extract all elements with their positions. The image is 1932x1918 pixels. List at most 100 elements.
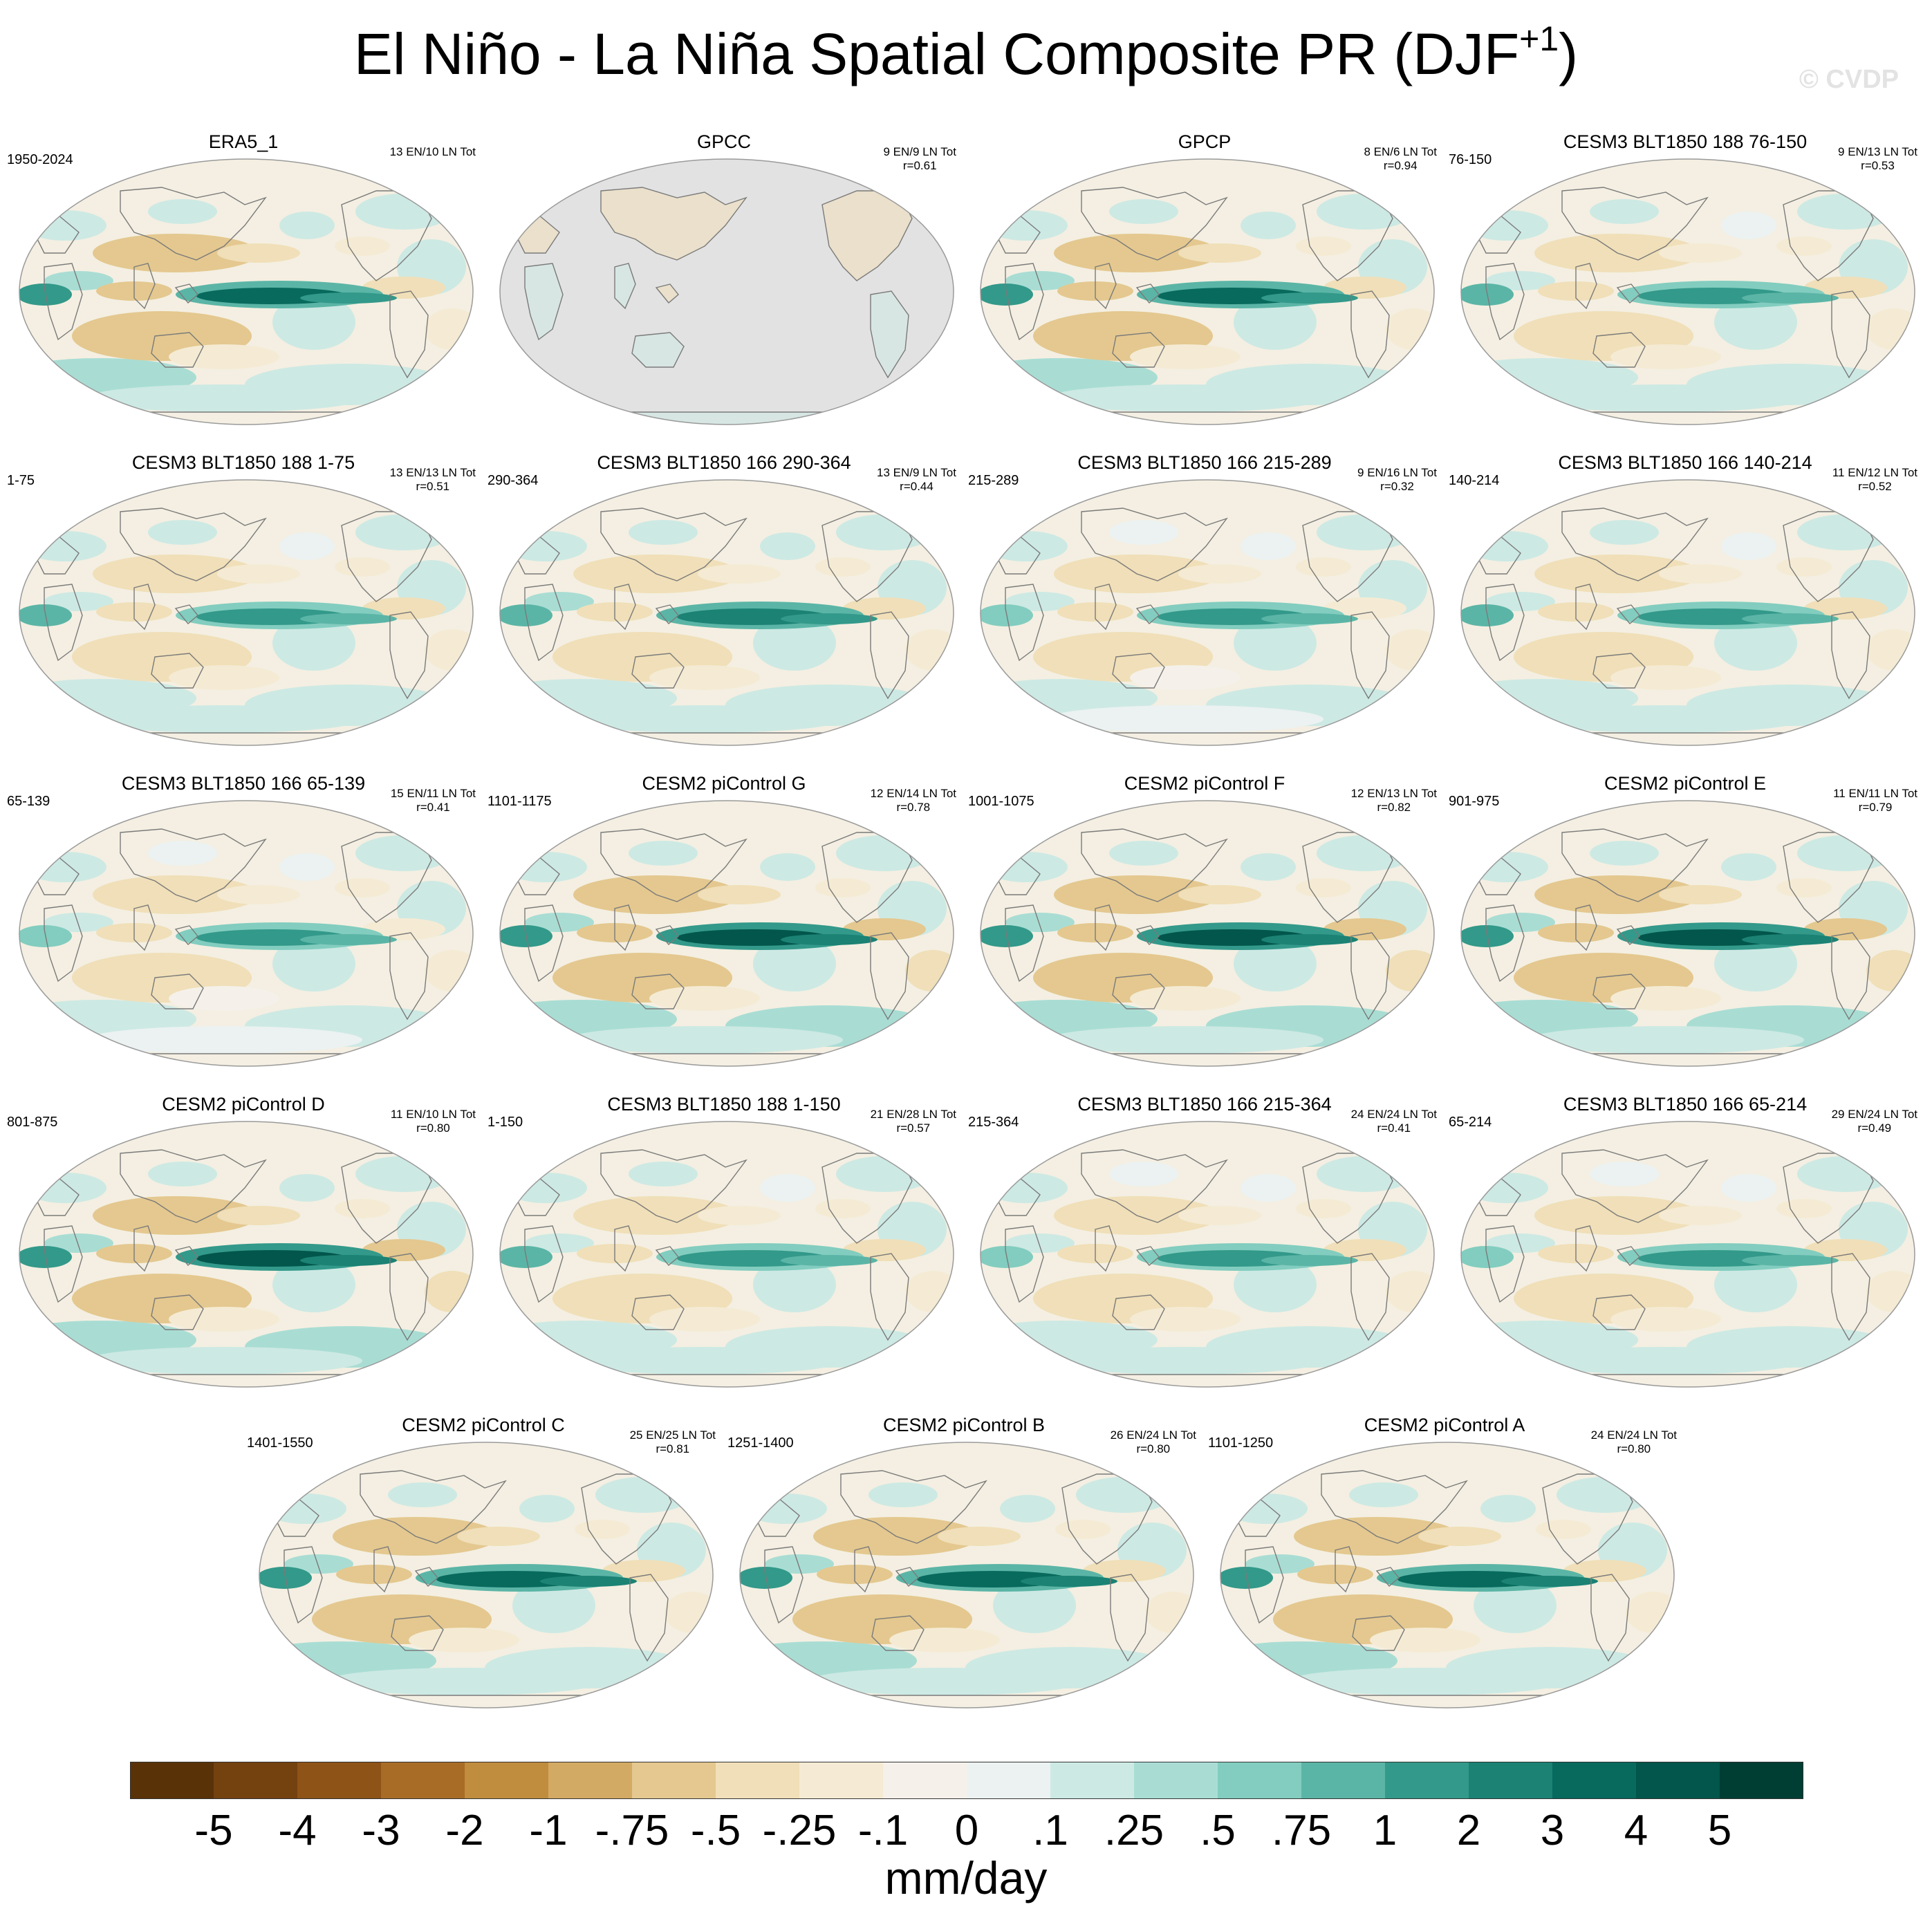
panel-stats: 13 EN/13 LN Tot r=0.51 [390,466,476,494]
panel-years: 801-875 [7,1115,58,1130]
colorbar-swatch [548,1762,633,1799]
panel-event-counts: 11 EN/11 LN Tot [1833,787,1917,800]
colorbar-tick-label: -4 [278,1807,317,1854]
panel-years: 1251-1400 [727,1435,794,1451]
colorbar-tick-label: .75 [1271,1807,1332,1854]
panel-title: CESM2 piControl E [1604,773,1767,794]
panel-years: 1001-1075 [968,794,1034,809]
panel-pattern-correlation: r=0.61 [902,159,937,172]
robinson-map [1460,158,1915,425]
panel-stats: 24 EN/24 LN Tot r=0.80 [1591,1428,1677,1456]
figure-title-superscript: +1 [1519,19,1559,58]
colorbar-swatch [1050,1762,1135,1799]
panel-event-counts: 21 EN/28 LN Tot [870,1108,956,1121]
panel-event-counts: 29 EN/24 LN Tot [1831,1108,1917,1121]
map-panel: CESM3 BLT1850 166 65-214 65-214 29 EN/24 L… [1449,1092,1922,1390]
map-panel: GPCP 8 EN/6 LN Tot r=0.94 [968,130,1441,427]
panel-title: GPCC [696,131,751,152]
robinson-map [1460,1121,1915,1388]
colorbar-tick-label: 1 [1373,1807,1397,1854]
panel-pattern-correlation: r=0.82 [1377,801,1411,814]
colorbar-tick-label: -.25 [762,1807,837,1854]
panel-event-counts: 11 EN/10 LN Tot [390,1108,476,1121]
panel-stats: 13 EN/9 LN Tot r=0.44 [877,466,956,494]
colorbar-tick-label: -1 [529,1807,568,1854]
panel-event-counts: 12 EN/14 LN Tot [870,787,956,800]
colorbar-swatch [381,1762,465,1799]
panel-event-counts: 13 EN/9 LN Tot [877,466,956,479]
panel-years: 1950-2024 [7,152,73,167]
panel-title: CESM3 BLT1850 166 215-364 [1077,1094,1332,1115]
panel-pattern-correlation: r=0.52 [1858,480,1892,493]
panel-title: CESM3 BLT1850 188 1-75 [131,452,355,473]
panel-pattern-correlation: r=0.81 [656,1442,690,1455]
panel-title: CESM3 BLT1850 166 65-214 [1563,1094,1808,1115]
panel-pattern-correlation: r=0.41 [416,801,450,814]
colorbar-labels: -5 -4 -3 -2 -1 -.75 -.5 -.25 -.1 0 .1 .25 .5 .75 1 2 3 4 5 [0,1806,1932,1861]
map-panel: CESM2 piControl G 1101-1175 12 EN/14 LN To… [487,772,960,1069]
panel-stats: 24 EN/24 LN Tot r=0.41 [1351,1108,1437,1135]
panel-pattern-correlation: r=0.32 [1380,480,1414,493]
colorbar-swatch [716,1762,800,1799]
panel-pattern-correlation: r=0.49 [1857,1121,1892,1135]
panel-stats: 12 EN/14 LN Tot r=0.78 [871,787,956,814]
panel-pattern-correlation: r=0.94 [1383,159,1418,172]
colorbar-tick-label: -2 [445,1807,484,1854]
panel-title: CESM3 BLT1850 166 215-289 [1077,452,1332,473]
colorbar-tick-label: .5 [1200,1807,1236,1854]
colorbar-units: mm/day [884,1852,1048,1903]
colorbar-swatch [1469,1762,1553,1799]
colorbar [130,1762,1803,1799]
colorbar-swatch [214,1762,298,1799]
colorbar-tick-label: 0 [954,1807,979,1854]
robinson-map [19,800,474,1067]
colorbar-tick-label: -.5 [690,1807,741,1854]
panel-title: CESM3 BLT1850 166 140-214 [1558,452,1812,473]
colorbar-tick-label: 4 [1624,1807,1648,1854]
colorbar-tick-label: -.1 [857,1807,909,1854]
colorbar-tick-label: 2 [1456,1807,1481,1854]
map-panel: CESM2 piControl E 901-975 11 EN/11 LN Tot r… [1449,772,1922,1069]
panel-stats: 9 EN/16 LN Tot r=0.32 [1357,466,1437,494]
panel-event-counts: 24 EN/24 LN Tot [1350,1108,1437,1121]
map-panel: CESM2 piControl B 1251-1400 26 EN/24 LN To… [727,1413,1200,1711]
robinson-map [980,479,1435,746]
panel-years: 1401-1550 [247,1435,313,1451]
panel-stats: 29 EN/24 LN Tot r=0.49 [1832,1108,1917,1135]
panel-event-counts: 8 EN/6 LN Tot [1364,145,1437,158]
panel-years: 65-139 [7,794,50,809]
panel-pattern-correlation: r=0.53 [1861,159,1895,172]
map-panel: CESM3 BLT1850 166 215-364 215-364 24 EN/24… [968,1092,1441,1390]
panel-title: CESM2 piControl B [882,1415,1046,1435]
watermark: © CVDP [1799,65,1899,94]
panel-event-counts: 25 EN/25 LN Tot [629,1428,716,1442]
robinson-map [739,1442,1194,1708]
robinson-map [259,1442,714,1708]
colorbar-tick-label: .1 [1032,1807,1068,1854]
colorbar-tick-label: 3 [1540,1807,1565,1854]
panel-title: ERA5_1 [208,131,279,152]
panel-years: 1-150 [487,1115,523,1130]
panel-pattern-correlation: r=0.80 [1136,1442,1171,1455]
map-panel: CESM3 BLT1850 166 215-289 215-289 9 EN/16 … [968,451,1441,748]
panel-pattern-correlation: r=0.78 [896,801,931,814]
figure-title-close: ) [1559,21,1579,86]
panel-pattern-correlation: r=0.57 [896,1121,931,1135]
panel-event-counts: 26 EN/24 LN Tot [1110,1428,1196,1442]
map-panel: CESM3 BLT1850 188 76-150 76-150 9 EN/13 LN… [1449,130,1922,427]
colorbar-swatch [1636,1762,1720,1799]
panel-stats: 13 EN/10 LN Tot [390,145,476,159]
colorbar-swatch [465,1762,549,1799]
panel-title: CESM2 piControl A [1364,1415,1525,1435]
panel-event-counts: 11 EN/12 LN Tot [1832,466,1917,479]
panel-title: GPCP [1178,131,1232,152]
panel-title: CESM3 BLT1850 188 76-150 [1563,131,1808,152]
robinson-map [980,1121,1435,1388]
panel-title: CESM3 BLT1850 166 65-139 [121,773,366,794]
map-panel: CESM3 BLT1850 166 290-364 290-364 13 EN/9 … [487,451,960,748]
map-panel: CESM3 BLT1850 166 65-139 65-139 15 EN/11 L… [7,772,480,1069]
robinson-map [499,1121,954,1388]
panel-stats: 21 EN/28 LN Tot r=0.57 [871,1108,956,1135]
panel-years: 1101-1250 [1208,1435,1274,1451]
panel-stats: 25 EN/25 LN Tot r=0.81 [630,1428,716,1456]
